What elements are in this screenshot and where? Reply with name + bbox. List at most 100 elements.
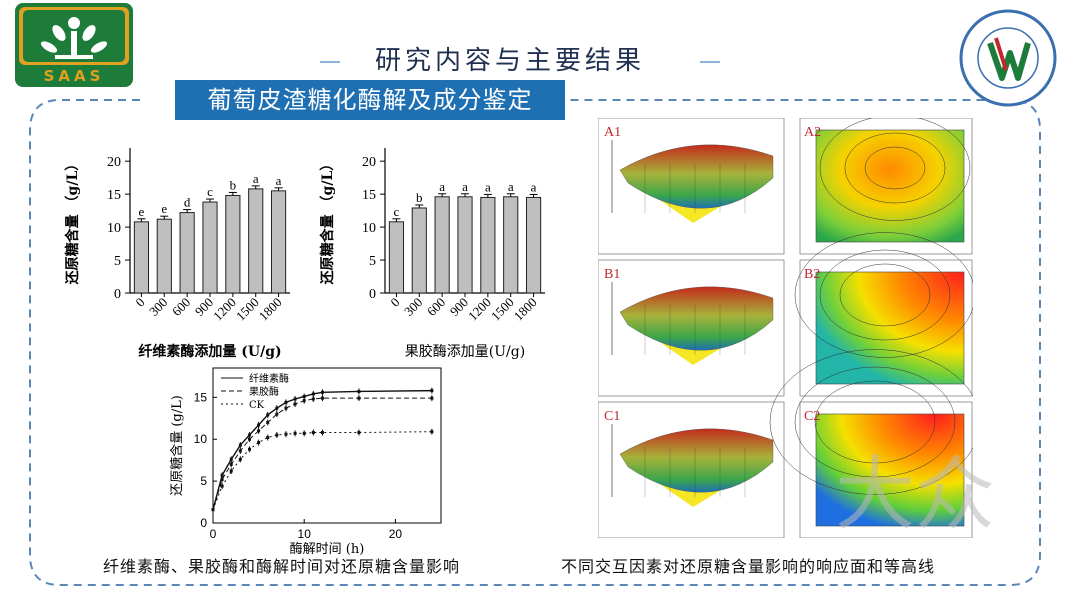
pectinase-significance-letter: a [485, 179, 491, 194]
cellulase-bar [225, 194, 241, 294]
pectinase-bar [434, 196, 450, 294]
series-point [247, 433, 251, 437]
panel-label: B1 [604, 267, 620, 282]
series-line-3 [212, 431, 432, 510]
watermark: 大众 [835, 448, 995, 541]
cellulase-significance-letter: a [253, 171, 259, 186]
pectinase-bar-chart: 05101520c0b300a600a900a1200a1500a1800还原糖… [319, 148, 545, 360]
cellulase-significance-letter: e [161, 201, 167, 216]
legend-label: 纤维素酶 [249, 372, 289, 385]
contour-fill [816, 414, 964, 526]
pectinase-significance-letter: a [439, 179, 445, 194]
series-point [238, 443, 242, 447]
panel-label: C1 [604, 409, 620, 424]
pectinase-bar [525, 196, 542, 294]
series-line-2 [212, 397, 432, 510]
contour-line [819, 118, 971, 221]
surface-plot [611, 140, 774, 223]
series-point [320, 396, 324, 400]
series-point [311, 392, 315, 396]
series-point [257, 423, 261, 427]
series-point [302, 431, 306, 435]
cellulase-xtick-label: 1800 [256, 295, 285, 324]
contour-frame [815, 413, 965, 527]
series-point [238, 449, 242, 453]
series-point [311, 431, 315, 435]
cellulase-significance-letter: a [276, 173, 282, 188]
pectinase-xtick-label: 1500 [488, 295, 517, 324]
legend-label: 果胶酶 [249, 385, 279, 398]
series-point [266, 436, 270, 440]
series-point [275, 412, 279, 416]
pectinase-bar [388, 221, 405, 294]
series-point [430, 396, 434, 400]
pectinase-xlabel: 果胶酶添加量(U/g) [405, 343, 525, 360]
series-point [284, 400, 288, 404]
series-point [229, 469, 233, 473]
series-point [247, 447, 251, 451]
series-point [275, 433, 279, 437]
contour-line [819, 249, 951, 341]
pectinase-ytick-label: 10 [362, 221, 376, 236]
series-point [320, 390, 324, 394]
series-point [247, 437, 251, 441]
pectinase-significance-letter: a [531, 179, 537, 194]
surface-mesh [619, 428, 774, 493]
line-ylabel: 还原糖含量 (g/L) [169, 395, 185, 496]
panel-label: A2 [804, 125, 821, 140]
series-point [311, 397, 315, 401]
series-point [357, 389, 361, 393]
contour-fill [816, 272, 964, 384]
contour-frame [815, 271, 965, 385]
cellulase-bar [179, 212, 195, 294]
saas-logo: SAAS [15, 3, 133, 87]
surface-mesh [619, 144, 774, 209]
series-point [257, 429, 261, 433]
cellulase-xlabel: 纤维素酶添加量 (U/g) [138, 343, 281, 360]
series-point [293, 397, 297, 401]
line-ytick-label: 10 [194, 432, 208, 446]
cellulase-ytick-label: 5 [114, 254, 121, 269]
saas-logo-text: SAAS [44, 67, 105, 85]
series-point [211, 508, 215, 512]
cellulase-ytick-label: 0 [114, 287, 121, 302]
pectinase-bar [480, 196, 496, 294]
series-point [220, 473, 224, 477]
series-point [275, 406, 279, 410]
panel-label: B2 [804, 267, 820, 282]
contour-line [794, 232, 973, 358]
cellulase-xtick-label: 600 [169, 295, 193, 319]
panel-label: A1 [604, 125, 621, 140]
series-point [229, 457, 233, 461]
pectinase-bar [457, 196, 473, 294]
cellulase-significance-letter: b [230, 177, 237, 192]
surface-plot [611, 424, 774, 507]
cellulase-bar [133, 221, 150, 294]
cellulase-significance-letter: c [207, 184, 213, 199]
pectinase-significance-letter: a [508, 179, 514, 194]
cellulase-ylabel: 还原糖含量 （g/L） [64, 157, 81, 286]
series-point [293, 402, 297, 406]
series-point [302, 394, 306, 398]
section-title: 葡萄皮渣糖化酶解及成分鉴定 [175, 80, 565, 120]
series-point [220, 484, 224, 488]
page-title: 研究内容与主要结果 [374, 46, 645, 76]
contour-frame [815, 129, 965, 243]
pectinase-significance-letter: b [416, 190, 423, 205]
cellulase-ytick-label: 20 [107, 155, 121, 170]
series-point [284, 432, 288, 436]
contour-fill [816, 130, 964, 242]
cellulase-ytick-label: 10 [107, 221, 121, 236]
line-xtick-label: 20 [389, 527, 403, 541]
pectinase-xtick-label: 0 [387, 295, 402, 310]
panel-label: C2 [804, 409, 820, 424]
pectinase-ytick-label: 15 [362, 188, 376, 203]
cellulase-xtick-label: 300 [146, 295, 170, 319]
cellulase-xtick-label: 1200 [210, 295, 239, 324]
series-point [257, 441, 261, 445]
line-xlabel: 酶解时间 (h) [290, 541, 365, 557]
series-point [266, 420, 270, 424]
contour-line [769, 349, 973, 495]
series-point [220, 477, 224, 481]
